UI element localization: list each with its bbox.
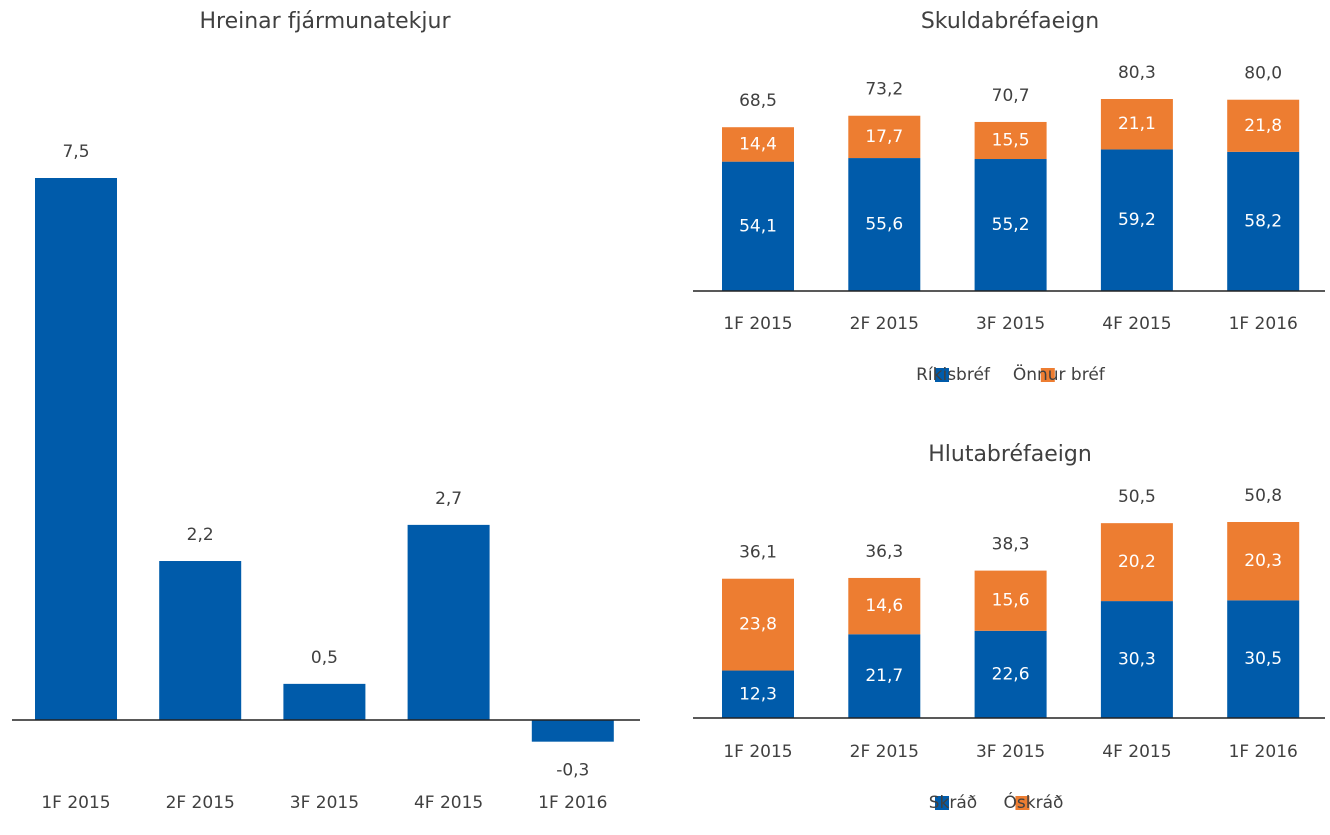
legend-swatch: [1015, 796, 1030, 810]
total-label: 50,5: [1118, 487, 1156, 507]
data-label: 23,8: [739, 615, 777, 635]
bar-segment: [1227, 600, 1300, 718]
total-label: 73,2: [865, 80, 903, 100]
total-label: 80,0: [1244, 64, 1282, 84]
data-label: -0,3: [556, 761, 589, 781]
data-label: 55,6: [865, 215, 903, 235]
data-label: 30,3: [1118, 650, 1156, 670]
data-label: 15,5: [992, 130, 1030, 150]
data-label: 59,2: [1118, 210, 1156, 230]
bar-segment: [722, 670, 794, 718]
total-label: 80,3: [1118, 63, 1156, 83]
bar-segment: [974, 630, 1047, 718]
total-label: 36,3: [865, 542, 903, 562]
data-label: 14,4: [739, 134, 777, 154]
legend-swatch: [935, 796, 949, 810]
data-label: 20,2: [1118, 552, 1156, 572]
bar-segment: [848, 115, 921, 159]
data-label: 21,8: [1244, 116, 1282, 136]
legend-label: Skráð: [929, 793, 977, 813]
bar-segment: [1100, 149, 1173, 291]
legend-label: Ríkisbréf: [916, 365, 991, 385]
data-label: 58,2: [1244, 211, 1282, 231]
legend-swatch: [1040, 368, 1055, 382]
bar: [283, 683, 366, 720]
data-label: 21,7: [865, 666, 903, 686]
bar-segment: [848, 577, 921, 635]
data-label: 12,3: [739, 684, 777, 704]
x-tick-label: 2F 2015: [166, 793, 235, 813]
data-label: 15,6: [992, 591, 1030, 611]
bar: [407, 524, 490, 720]
bar-segment: [722, 127, 794, 162]
bar: [159, 561, 242, 720]
bar-segment: [848, 634, 921, 718]
x-tick-label: 1F 2016: [1229, 314, 1298, 334]
bar: [531, 720, 614, 742]
data-label: 54,1: [739, 216, 777, 236]
bar-segment: [974, 159, 1047, 291]
total-label: 50,8: [1244, 486, 1282, 506]
legend-swatch: [935, 368, 949, 382]
total-label: 70,7: [992, 86, 1030, 106]
bar-segment: [1100, 601, 1173, 718]
data-label: 14,6: [865, 596, 903, 616]
chart-title: Hlutabréfaeign: [928, 442, 1092, 467]
x-tick-label: 1F 2016: [1229, 742, 1298, 762]
legend-label: Óskráð: [1004, 791, 1064, 813]
bar-segment: [722, 578, 794, 671]
bar-segment: [722, 161, 794, 291]
x-tick-label: 1F 2015: [723, 314, 792, 334]
data-label: 21,1: [1118, 114, 1156, 134]
x-tick-label: 2F 2015: [850, 742, 919, 762]
total-label: 38,3: [992, 535, 1030, 555]
x-tick-label: 3F 2015: [976, 314, 1045, 334]
data-label: 30,5: [1244, 649, 1282, 669]
x-tick-label: 3F 2015: [976, 742, 1045, 762]
x-tick-label: 1F 2016: [538, 793, 607, 813]
bar: [35, 178, 117, 720]
data-label: 22,6: [992, 664, 1030, 684]
data-label: 2,2: [187, 525, 214, 545]
bar-segment: [1227, 151, 1300, 291]
bar-segment: [848, 158, 921, 291]
x-tick-label: 3F 2015: [290, 793, 359, 813]
total-label: 36,1: [739, 543, 777, 563]
data-label: 2,7: [435, 489, 462, 509]
chart-title: Hreinar fjármunatekjur: [199, 9, 451, 34]
x-tick-label: 4F 2015: [1102, 742, 1171, 762]
x-tick-label: 2F 2015: [850, 314, 919, 334]
chart-title: Skuldabréfaeign: [921, 9, 1099, 34]
bar-segment: [974, 121, 1047, 160]
data-label: 55,2: [992, 215, 1030, 235]
data-label: 17,7: [865, 127, 903, 147]
data-label: 7,5: [62, 142, 89, 162]
legend-label: Önnur bréf: [1013, 363, 1106, 385]
bar-segment: [1227, 99, 1300, 152]
bar-segment: [1100, 523, 1173, 602]
x-tick-label: 1F 2015: [723, 742, 792, 762]
bar-segment: [974, 570, 1047, 631]
x-tick-label: 4F 2015: [414, 793, 483, 813]
data-label: 20,3: [1244, 551, 1282, 571]
x-tick-label: 1F 2015: [41, 793, 110, 813]
bar-segment: [1100, 99, 1173, 150]
bar-segment: [1227, 522, 1300, 601]
total-label: 68,5: [739, 91, 777, 111]
data-label: 0,5: [311, 648, 338, 668]
x-tick-label: 4F 2015: [1102, 314, 1171, 334]
